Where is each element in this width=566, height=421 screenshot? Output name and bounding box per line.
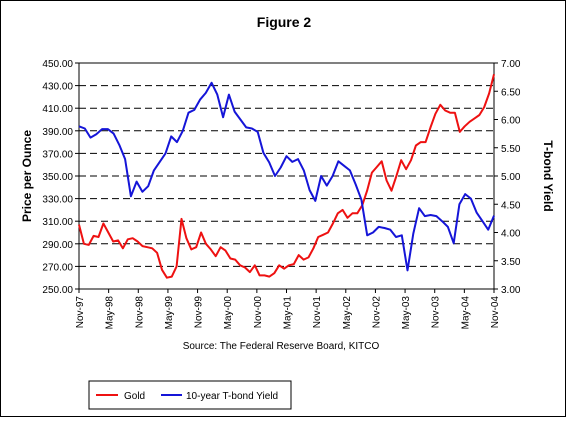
x-tick-label: Nov-98: [134, 296, 145, 329]
gridlines: [79, 63, 494, 266]
x-tick-label: Nov-00: [253, 296, 264, 329]
left-tick-label: 330.00: [42, 195, 73, 206]
left-tick-label: 250.00: [42, 285, 73, 296]
right-tick-label: 4.50: [501, 200, 521, 211]
left-tick-label: 350.00: [42, 172, 73, 183]
chart-title: Figure 2: [257, 14, 312, 30]
x-tick-label: May-00: [223, 296, 234, 330]
legend-label-tbond: 10-year T-bond Yield: [186, 391, 278, 402]
x-tick-label: May-98: [105, 296, 116, 330]
right-tick-label: 3.50: [501, 257, 521, 268]
left-axis-title: Price per Ounce: [20, 130, 34, 222]
right-tick-label: 4.00: [501, 229, 521, 240]
left-tick-label: 290.00: [42, 240, 73, 251]
tbond-yield-series-line: [79, 83, 494, 271]
source-note: Source: The Federal Reserve Board, KITCO: [183, 341, 380, 352]
x-tick-label: Nov-97: [75, 296, 86, 329]
right-tick-label: 6.00: [501, 116, 521, 127]
x-tick-label: Nov-02: [371, 296, 382, 329]
left-tick-label: 450.00: [42, 59, 73, 70]
right-tick-label: 5.50: [501, 144, 521, 155]
right-tick-label: 6.50: [501, 87, 521, 98]
x-tick-label: May-02: [342, 296, 353, 330]
left-axis: 250.00 270.00 290.00 310.00 330.00 350.00 370.…: [42, 59, 79, 296]
legend-label-gold: Gold: [124, 391, 145, 402]
x-tick-label: May-04: [460, 296, 471, 330]
left-tick-label: 310.00: [42, 217, 73, 228]
x-axis: Nov-97 May-98 Nov-98 May-99 Nov-99 May-00 Nov-…: [75, 289, 501, 329]
left-tick-label: 430.00: [42, 82, 73, 93]
left-tick-label: 390.00: [42, 127, 73, 138]
x-tick-label: May-99: [164, 296, 175, 330]
right-tick-label: 7.00: [501, 59, 521, 70]
x-tick-label: May-01: [283, 296, 294, 330]
x-tick-label: Nov-04: [490, 296, 501, 329]
x-tick-label: Nov-01: [312, 296, 323, 329]
x-tick-label: Nov-99: [194, 296, 205, 329]
x-tick-label: May-03: [401, 296, 412, 330]
right-axis-title: T-bond Yield: [541, 140, 555, 211]
right-tick-label: 3.00: [501, 285, 521, 296]
x-tick-label: Nov-03: [431, 296, 442, 329]
left-tick-label: 410.00: [42, 104, 73, 115]
right-tick-label: 5.00: [501, 172, 521, 183]
left-tick-label: 270.00: [42, 262, 73, 273]
right-axis: 3.00 3.50 4.00 4.50 5.00 5.50 6.00 6.50 7.00: [494, 59, 521, 296]
left-tick-label: 370.00: [42, 149, 73, 160]
